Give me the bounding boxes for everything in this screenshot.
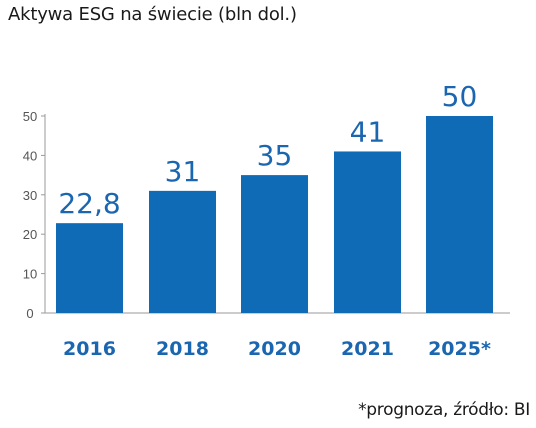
y-tick-label: 30 <box>23 188 37 203</box>
y-tick-label: 0 <box>26 306 33 321</box>
data-label: 35 <box>257 139 293 172</box>
bar-2025 <box>426 116 493 313</box>
bar-2018 <box>149 190 216 313</box>
source-note: *prognoza, źródło: BI <box>358 400 530 420</box>
x-tick-label: 2018 <box>156 338 209 360</box>
x-tick-label: 2016 <box>63 338 116 360</box>
bar-2021 <box>334 151 401 313</box>
y-tick-label: 20 <box>23 227 37 242</box>
x-tick-label: 2025* <box>428 338 491 360</box>
y-tick-label: 40 <box>23 148 37 163</box>
bar-2016 <box>56 223 123 313</box>
bar-2020 <box>241 175 308 313</box>
y-tick-label: 10 <box>23 267 37 282</box>
x-tick-label: 2021 <box>341 338 394 360</box>
data-label: 41 <box>350 115 386 148</box>
labels-layer: 22,8 2016 31 2018 35 2020 41 2021 50 2025* <box>58 80 491 360</box>
x-tick-label: 2020 <box>248 338 301 360</box>
data-label: 22,8 <box>58 187 120 220</box>
bars-layer <box>56 116 493 313</box>
data-label: 31 <box>165 155 201 188</box>
data-label: 50 <box>442 80 478 113</box>
y-tick-label: 50 <box>23 109 37 124</box>
chart-title: Aktywa ESG na świecie (bln dol.) <box>8 4 297 25</box>
